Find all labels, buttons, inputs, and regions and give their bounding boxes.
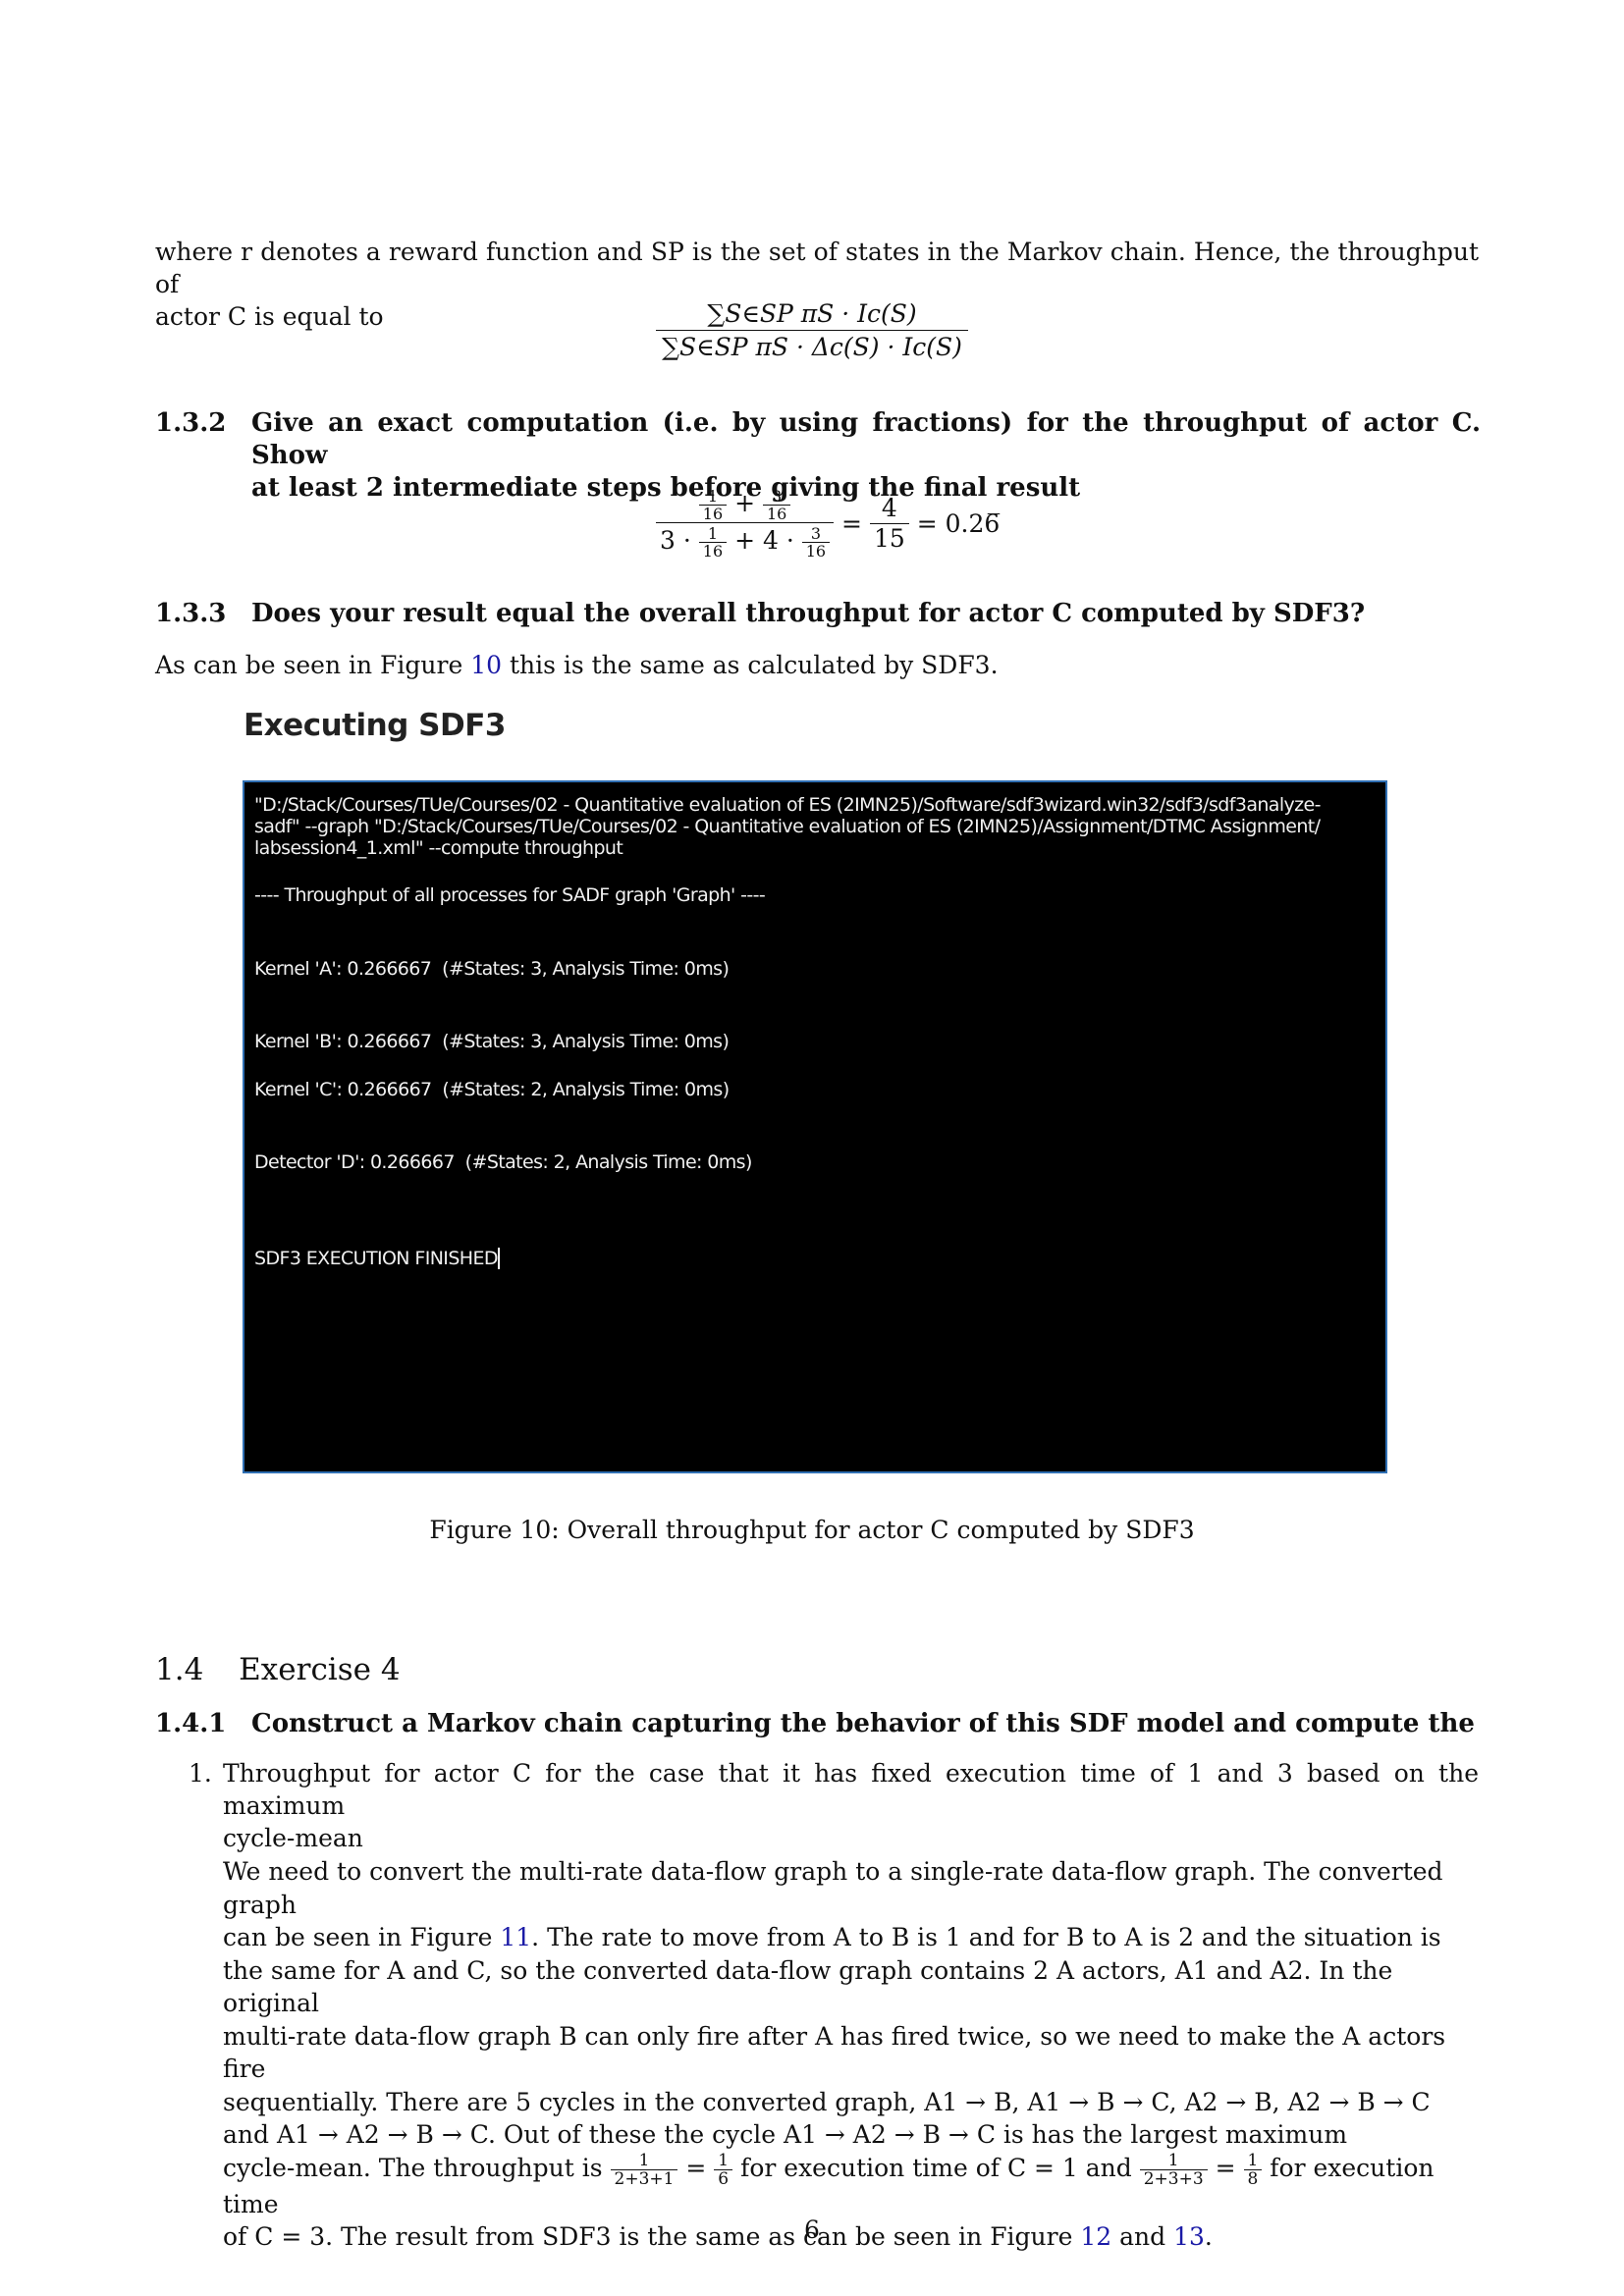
body-text: for execution time of C = 1 and (732, 2153, 1140, 2182)
terminal-finished-text: SDF3 EXECUTION FINISHED (254, 1248, 499, 1269)
body-text: and (1111, 2222, 1174, 2251)
figure-12-link[interactable]: 12 (1080, 2222, 1112, 2251)
frac-den: 6 (718, 2168, 730, 2189)
section-title: Exercise 4 (239, 1652, 401, 1687)
terminal-line: Kernel 'C': 0.266667 (#States: 2, Analys… (254, 1079, 730, 1100)
list-item-line-1: Throughput for actor C for the case that… (223, 1759, 1479, 1820)
frac-num: 1 (1139, 2152, 1208, 2170)
body-line: sequentially. There are 5 cycles in the … (223, 2087, 1431, 2116)
body-text: . (1204, 2222, 1213, 2251)
body-paragraph: We need to convert the multi-rate data-f… (223, 1855, 1479, 2254)
section-1-3-2-heading: 1.3.2 Give an exact computation (i.e. by… (155, 407, 1481, 505)
body-line: of C = 3. The result from SDF3 is the sa… (223, 2220, 1479, 2254)
figure-10-caption: Figure 10: Overall throughput for actor … (429, 1516, 1195, 1544)
coef-4: + 4 · (734, 526, 794, 555)
intro-line-1: where r denotes a reward function and SP… (155, 238, 1479, 298)
formula-numerator: ∑S∈SP πS · Ic(S) (656, 297, 968, 331)
terminal-line: "D:/Stack/Courses/TUe/Courses/02 - Quant… (254, 794, 1321, 816)
section-1-4-1-heading: 1.4.1 Construct a Markov chain capturing… (155, 1708, 1481, 1740)
figure-11-link[interactable]: 11 (500, 1923, 532, 1951)
section-number: 1.3.2 (155, 408, 227, 438)
section-number: 1.4.1 (155, 1709, 227, 1738)
frac-d2-num: 3 (801, 525, 831, 543)
list-item-1: Throughput for actor C for the case that… (223, 1757, 1479, 1854)
figure-13-link[interactable]: 13 (1173, 2222, 1205, 2251)
body-line: can be seen in Figure 11. The rate to mo… (223, 1921, 1479, 1954)
section-number: 1.3.3 (155, 599, 227, 628)
section-title-line-1: Give an exact computation (i.e. by using… (251, 408, 1481, 470)
intro-line-2: actor C is equal to (155, 302, 384, 331)
frac-n2-den: 16 (766, 505, 787, 523)
terminal-window-title: Executing SDF3 (244, 708, 506, 743)
section-number: 1.4 (155, 1652, 204, 1687)
body-line: cycle-mean. The throughput is 1 2+3+1 = 1… (223, 2152, 1479, 2221)
section-title: Construct a Markov chain capturing the b… (251, 1709, 1475, 1738)
frac-n2-num: 3 (762, 488, 791, 506)
body-text: of C = 3. The result from SDF3 is the sa… (223, 2222, 1081, 2251)
frac-den: 2+3+3 (1143, 2168, 1204, 2189)
terminal-line: Kernel 'A': 0.266667 (#States: 3, Analys… (254, 958, 730, 980)
terminal-line: sadf" --graph "D:/Stack/Courses/TUe/Cour… (254, 816, 1321, 837)
body-text: . The rate to move from A to B is 1 and … (531, 1923, 1441, 1951)
figure-10-link[interactable]: 10 (470, 651, 502, 679)
section-title-line-2: at least 2 intermediate steps before giv… (251, 473, 1081, 503)
frac-d1-num: 1 (698, 525, 728, 543)
body-line: the same for A and C, so the converted d… (223, 1955, 1393, 2018)
frac-n1-num: 1 (698, 488, 728, 506)
section-1-3-3-heading: 1.3.3 Does your result equal the overall… (155, 598, 1481, 630)
terminal-line: Kernel 'B': 0.266667 (#States: 3, Analys… (254, 1031, 730, 1052)
frac-den: 2+3+1 (614, 2168, 675, 2189)
frac-d2-den: 16 (805, 542, 827, 561)
equals: = (677, 2153, 715, 2182)
section-1-3-3-text: As can be seen in Figure 10 this is the … (155, 649, 1479, 681)
text-after-ref: this is the same as calculated by SDF3. (502, 651, 999, 679)
list-item-number: 1. (189, 1759, 212, 1788)
formula-result: = 0.26̅ (916, 509, 1001, 538)
terminal-line: ---- Throughput of all processes for SAD… (254, 884, 766, 906)
section-1-4-heading: 1.4 Exercise 4 (155, 1652, 401, 1687)
intro-paragraph: where r denotes a reward function and SP… (155, 236, 1479, 333)
body-line: We need to convert the multi-rate data-f… (223, 1857, 1443, 1919)
formula-denominator: ∑S∈SP πS · Δc(S) · Ic(S) (662, 333, 962, 361)
text-cursor (497, 1248, 500, 1269)
coef-3: 3 · (660, 526, 691, 555)
body-line: multi-rate data-flow graph B can only fi… (223, 2021, 1446, 2084)
frac-n1-den: 16 (702, 505, 724, 523)
page-number: 6 (804, 2216, 820, 2244)
frac-mid-den: 15 (873, 524, 905, 553)
body-text: for execution time (223, 2153, 1435, 2218)
frac-num: 1 (714, 2152, 733, 2170)
terminal-line: labsession4_1.xml" --compute throughput (254, 837, 623, 859)
section-title: Does your result equal the overall throu… (251, 599, 1366, 628)
frac-num: 1 (1243, 2152, 1263, 2170)
body-line: and A1 → A2 → B → C. Out of these the cy… (223, 2120, 1348, 2149)
body-text: cycle-mean. The throughput is (223, 2153, 611, 2182)
terminal-finished-line: SDF3 EXECUTION FINISHED (254, 1248, 500, 1269)
body-text: can be seen in Figure (223, 1923, 501, 1951)
throughput-formula: ∑S∈SP πS · Ic(S) ∑S∈SP πS · Δc(S) · Ic(S… (0, 297, 1624, 363)
frac-d1-den: 16 (702, 542, 724, 561)
text-before-ref: As can be seen in Figure (155, 651, 471, 679)
terminal-output-panel: "D:/Stack/Courses/TUe/Courses/02 - Quant… (243, 780, 1387, 1473)
equals: = (1207, 2153, 1244, 2182)
frac-mid-num: 4 (869, 494, 909, 524)
list-item-line-2: cycle-mean (223, 1824, 363, 1852)
frac-den: 8 (1247, 2168, 1259, 2189)
frac-num: 1 (610, 2152, 678, 2170)
terminal-line: Detector 'D': 0.266667 (#States: 2, Anal… (254, 1151, 752, 1173)
exact-computation-formula: 1 16 + 3 16 3 · 1 16 + 4 · 3 16 = 4 15 = 0.2… (656, 488, 1049, 560)
